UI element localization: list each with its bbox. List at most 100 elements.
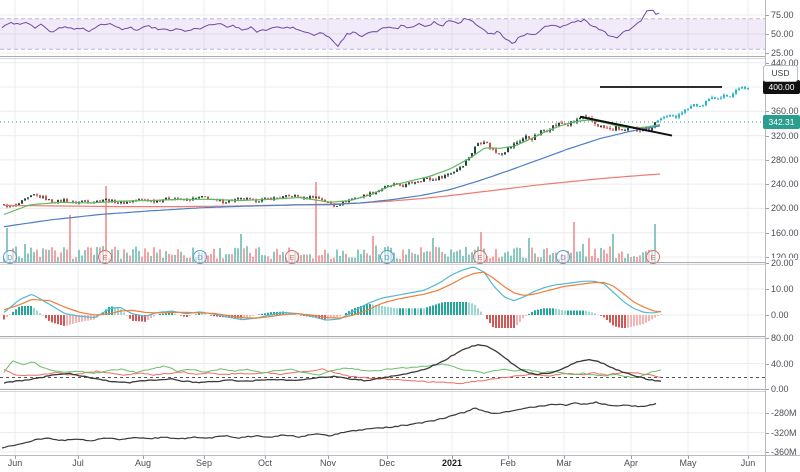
macd-tick-label: 10.00: [770, 284, 795, 294]
adx-tick-label: 80.00: [770, 333, 795, 343]
axis-tick: [765, 315, 769, 316]
event-marker-e[interactable]: E: [473, 250, 487, 264]
time-label: Feb: [500, 458, 516, 468]
axis-tick: [765, 208, 769, 210]
axis-tick: [765, 53, 769, 54]
axis-tick: [765, 232, 769, 234]
axis-tick: [765, 135, 769, 137]
macd-tick-label: 0.00: [770, 310, 790, 320]
last-price-badge: 342.31: [763, 115, 800, 130]
axis-tick: [765, 389, 769, 390]
axis-tick: [765, 263, 769, 264]
pane-separator[interactable]: [0, 338, 765, 339]
price-tick-label: 200.00: [770, 203, 800, 214]
svg-text:D: D: [560, 253, 566, 262]
price-axis-border: [765, 0, 766, 472]
price-tick-label: 440.00: [770, 57, 800, 68]
time-label: Jul: [72, 458, 84, 468]
axis-tick: [631, 455, 632, 459]
svg-text:E: E: [102, 253, 107, 262]
obv-tick-label: -280M: [770, 408, 798, 418]
axis-tick: [765, 338, 769, 339]
svg-text:E: E: [289, 253, 294, 262]
time-label: Jun: [7, 458, 23, 468]
price-tick-label: 240.00: [770, 179, 800, 190]
obv-line: [1, 401, 657, 449]
signal-line: [3, 271, 662, 319]
time-label: Nov: [319, 458, 337, 468]
obv-tick-label: -320M: [770, 427, 798, 438]
axis-tick: [765, 184, 769, 186]
time-label: 2021: [441, 458, 463, 468]
svg-text:E: E: [650, 253, 655, 262]
time-label: May: [679, 458, 697, 468]
axis-tick: [265, 455, 266, 459]
axis-tick: [765, 62, 769, 64]
svg-text:D: D: [197, 253, 203, 262]
obv-tick-label: -360M: [770, 447, 798, 457]
ma_fast-line: [3, 119, 661, 216]
time-label: Dec: [378, 458, 396, 468]
axis-tick: [765, 257, 769, 258]
svg-text:D: D: [384, 253, 390, 262]
pane-separator[interactable]: [0, 391, 765, 392]
price-level-badge: 400.00: [763, 80, 800, 94]
pane-separator[interactable]: [0, 262, 765, 263]
axis-tick: [765, 413, 769, 414]
pane-separator[interactable]: [0, 56, 765, 57]
adx-line: [3, 344, 662, 384]
time-label: Sep: [195, 458, 213, 468]
time-label: Jun: [740, 458, 756, 468]
event-marker-d[interactable]: D: [380, 250, 394, 264]
axis-tick: [765, 289, 769, 290]
event-marker-d[interactable]: D: [3, 250, 17, 264]
trend-line[interactable]: [579, 115, 673, 137]
volume-bars: [3, 182, 656, 262]
time-label: Apr: [623, 458, 639, 468]
event-marker-d[interactable]: D: [556, 250, 570, 264]
time-label: Aug: [134, 458, 152, 468]
time-label: Mar: [556, 458, 572, 468]
event-marker-e[interactable]: E: [646, 250, 660, 264]
axis-tick: [765, 34, 769, 35]
time-axis[interactable]: [0, 455, 800, 472]
time-axis-border: [0, 455, 800, 456]
axis-tick: [15, 455, 16, 459]
rsi-line: [1, 9, 660, 48]
axis-tick: [143, 455, 144, 459]
di-plus-line: [3, 360, 662, 379]
di-minus-line: [3, 368, 662, 385]
candles: [3, 114, 656, 209]
axis-tick: [452, 455, 453, 459]
rsi-tick-label: 75.00: [770, 10, 795, 20]
axis-tick: [765, 159, 769, 161]
ma_mid-line: [3, 125, 661, 228]
price-tick-label: 360.00: [770, 106, 800, 117]
axis-tick: [765, 452, 769, 453]
axis-tick: [328, 455, 329, 459]
pane-separator[interactable]: [0, 389, 765, 390]
axis-tick: [765, 363, 769, 365]
svg-text:E: E: [477, 253, 482, 262]
event-marker-e[interactable]: E: [285, 250, 299, 264]
axis-tick: [564, 455, 565, 459]
axis-tick: [765, 432, 769, 434]
axis-tick: [508, 455, 509, 459]
axis-tick: [748, 455, 749, 459]
pane-separator[interactable]: [0, 264, 765, 265]
pane-separator[interactable]: [0, 58, 765, 59]
price-tick-label: 160.00: [770, 227, 800, 238]
adx-tick-label: 40.00: [770, 358, 795, 369]
time-label: Oct: [257, 458, 273, 468]
pane-separator[interactable]: [0, 336, 765, 337]
currency-toggle-button[interactable]: USD: [763, 65, 798, 82]
axis-tick: [78, 455, 79, 459]
price-tick-label: 320.00: [770, 130, 800, 141]
macd-tick-label: 20.00: [770, 258, 795, 268]
event-marker-e[interactable]: E: [98, 250, 112, 264]
macd-histogram: [3, 302, 662, 328]
event-marker-d[interactable]: D: [193, 250, 207, 264]
axis-tick: [765, 15, 769, 16]
